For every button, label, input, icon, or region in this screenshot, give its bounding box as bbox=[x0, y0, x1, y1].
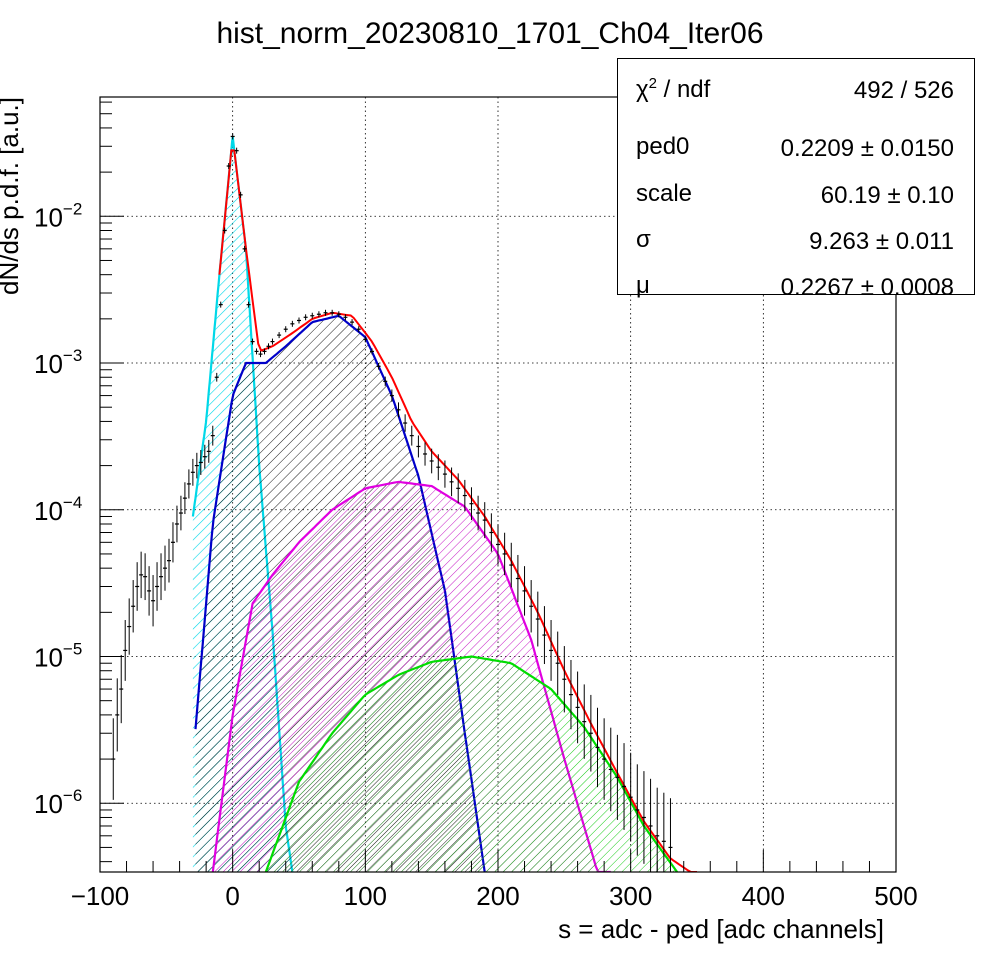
stats-row-chi2: χ2 / ndf 492 / 526 bbox=[618, 75, 974, 121]
x-tick-label: 300 bbox=[609, 881, 652, 911]
axis-ticks: −100 0 100 200 300 400 500 10−6 10−5 10−4 10−3 10−2 bbox=[34, 101, 918, 911]
stats-value: 0.2209 ± 0.0150 bbox=[780, 135, 954, 162]
chart-title: hist_norm_20230810_1701_Ch04_Iter06 bbox=[216, 17, 763, 50]
stats-row-ped0: ped0 0.2209 ± 0.0150 bbox=[618, 119, 974, 165]
stats-value: 9.263 ± 0.011 bbox=[809, 228, 954, 255]
x-tick-label: 500 bbox=[874, 881, 917, 911]
stats-value: 492 / 526 bbox=[853, 77, 954, 104]
x-tick-label: 100 bbox=[344, 881, 387, 911]
component-fill-3-p-e- bbox=[265, 656, 678, 872]
component-curve-3-p-e- bbox=[264, 655, 678, 872]
stats-row-scale: scale 60.19 ± 0.10 bbox=[618, 166, 974, 212]
stats-name: ped0 bbox=[636, 133, 690, 160]
y-tick-label: 10−6 bbox=[34, 786, 82, 819]
stats-name: scale bbox=[636, 180, 693, 207]
stats-name: μ bbox=[636, 272, 650, 299]
stats-name: χ2 / ndf bbox=[636, 75, 710, 104]
y-tick-label: 10−4 bbox=[34, 493, 82, 526]
chi-rest: / ndf bbox=[656, 76, 711, 103]
stats-name: σ bbox=[636, 226, 651, 253]
y-tick-label: 10−5 bbox=[34, 640, 82, 673]
y-axis-label: dN/ds p.d.f. [a.u.] bbox=[0, 97, 24, 295]
x-tick-label: −100 bbox=[71, 881, 130, 911]
stats-row-mu: μ 0.2267 ± 0.0008 bbox=[618, 258, 974, 304]
fit-stats-box: χ2 / ndf 492 / 526 ped0 0.2209 ± 0.0150 … bbox=[617, 58, 975, 301]
y-tick-label: 10−2 bbox=[34, 199, 82, 232]
stats-value: 0.2267 ± 0.0008 bbox=[780, 274, 954, 301]
fit-components bbox=[191, 136, 697, 872]
x-tick-label: 200 bbox=[476, 881, 519, 911]
y-tick-label: 10−3 bbox=[34, 346, 82, 379]
x-axis-label: s = adc - ped [adc channels] bbox=[558, 914, 884, 944]
chi-exponent: 2 bbox=[648, 75, 657, 92]
x-tick-label: 400 bbox=[742, 881, 785, 911]
chi-symbol: χ bbox=[636, 76, 649, 103]
stats-value: 60.19 ± 0.10 bbox=[820, 182, 954, 209]
x-tick-label: 0 bbox=[225, 881, 239, 911]
data-points bbox=[111, 133, 673, 872]
stats-row-sigma: σ 9.263 ± 0.011 bbox=[618, 212, 974, 258]
